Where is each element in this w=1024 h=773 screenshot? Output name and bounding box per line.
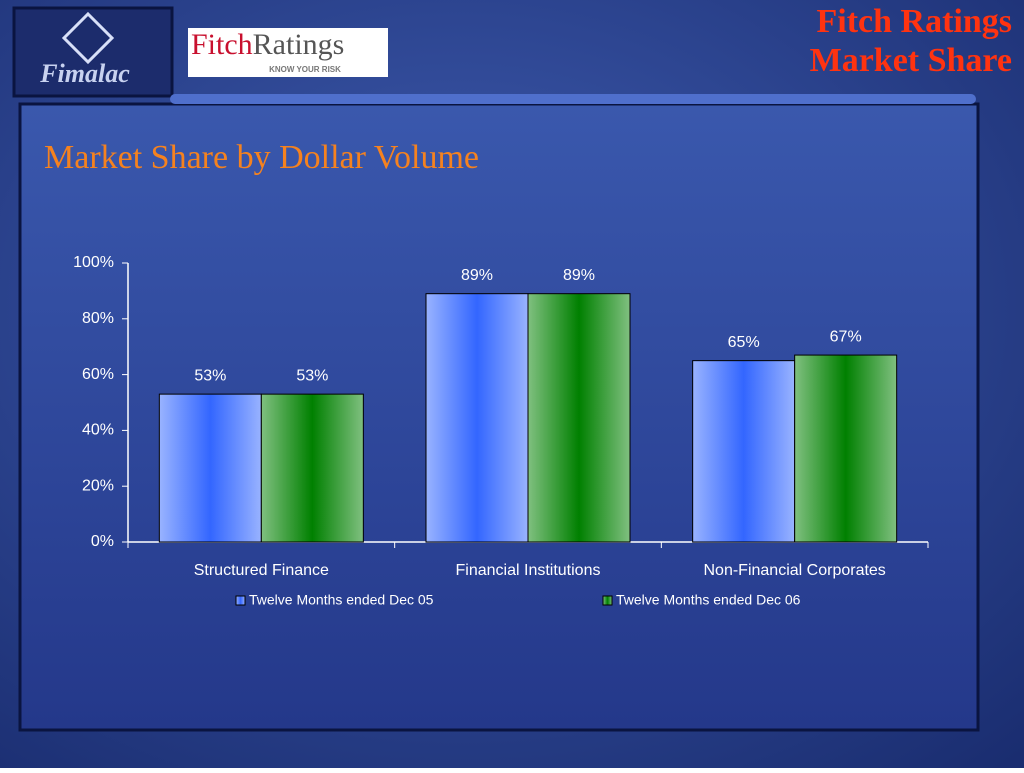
brand-tagline: KNOW YOUR RISK (269, 65, 341, 74)
x-tick-label: Financial Institutions (456, 562, 601, 579)
y-tick-label: 40% (82, 422, 114, 439)
value-label: 89% (563, 267, 595, 284)
brand-text: FitchRatings (191, 28, 344, 61)
bar (794, 354, 898, 543)
value-label: 53% (194, 367, 226, 384)
logo-diamond (61, 11, 115, 65)
logo-panel (12, 6, 174, 98)
bar (692, 360, 796, 543)
chart-title: Market Share by Dollar Volume (44, 139, 479, 176)
y-tick-label: 20% (82, 477, 114, 494)
value-label: 65% (728, 334, 760, 351)
legend-swatch (235, 595, 246, 606)
bar (527, 293, 631, 543)
legend-label: Twelve Months ended Dec 05 (249, 592, 434, 608)
legend-label: Twelve Months ended Dec 06 (616, 592, 801, 608)
x-tick-label: Structured Finance (194, 562, 329, 579)
header-bar (170, 94, 976, 104)
y-tick-label: 100% (73, 254, 114, 271)
header-title: Market Share (810, 42, 1012, 79)
brand-box (188, 28, 388, 77)
logo-text: Fimalac (39, 59, 130, 88)
value-label: 53% (296, 367, 328, 384)
y-tick-label: 60% (82, 366, 114, 383)
x-tick-label: Non-Financial Corporates (704, 562, 886, 579)
bar (425, 293, 529, 543)
value-label: 89% (461, 267, 493, 284)
bar (260, 393, 364, 543)
legend-swatch (602, 595, 613, 606)
bar (158, 393, 262, 543)
y-tick-label: 0% (91, 533, 114, 550)
header-title: Fitch Ratings (817, 3, 1013, 40)
y-tick-label: 80% (82, 310, 114, 327)
value-label: 67% (830, 328, 862, 345)
